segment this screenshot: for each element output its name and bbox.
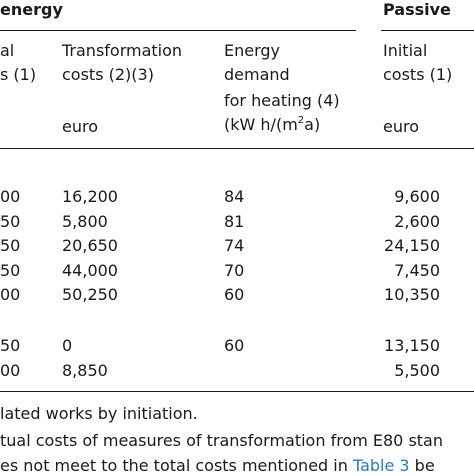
footnote-2: tual costs of measures of transformation… bbox=[0, 431, 443, 450]
cell-energy-demand: 81 bbox=[224, 212, 245, 231]
cell-initial-costs-1: 50 bbox=[0, 336, 21, 355]
cell-initial-costs-2: 5,500 bbox=[394, 361, 440, 380]
col-unit-energy-demand: (kW h/(m2a) bbox=[224, 114, 321, 134]
cell-initial-costs-1: 00 bbox=[0, 361, 21, 380]
cell-energy-demand: 60 bbox=[224, 285, 245, 304]
cell-transformation-costs: 16,200 bbox=[62, 187, 118, 206]
cell-energy-demand: 60 bbox=[224, 336, 245, 355]
col-unit-initial-costs-2: euro bbox=[383, 117, 419, 136]
table-bottom-rule bbox=[0, 391, 474, 392]
cell-transformation-costs: 0 bbox=[62, 336, 73, 355]
cell-initial-costs-2: 13,150 bbox=[384, 336, 440, 355]
cell-energy-demand: 84 bbox=[224, 187, 245, 206]
cell-transformation-costs: 44,000 bbox=[62, 261, 118, 280]
table-3-link[interactable]: Table 3 bbox=[352, 456, 410, 475]
col-unit-transformation: euro bbox=[62, 117, 98, 136]
cell-transformation-costs: 20,650 bbox=[62, 236, 118, 255]
col-header-line: Initial bbox=[383, 41, 428, 60]
cell-initial-costs-2: 9,600 bbox=[394, 187, 440, 206]
cell-transformation-costs: 5,800 bbox=[62, 212, 108, 231]
cell-initial-costs-1: 00 bbox=[0, 285, 21, 304]
header-group-passive: Passive bbox=[383, 0, 451, 19]
cell-initial-costs-2: 10,350 bbox=[384, 285, 440, 304]
header-rule bbox=[0, 148, 474, 149]
group-rule-energy bbox=[0, 30, 356, 31]
cell-energy-demand: 74 bbox=[224, 236, 245, 255]
cell-initial-costs-1: 50 bbox=[0, 212, 21, 231]
col-header-line: costs (2)(3) bbox=[62, 65, 154, 84]
cell-initial-costs-2: 7,450 bbox=[394, 261, 440, 280]
cell-transformation-costs: 8,850 bbox=[62, 361, 108, 380]
col-header-line: for heating (4) bbox=[224, 91, 340, 110]
group-rule-passive bbox=[381, 30, 474, 31]
col-header-line: costs (1) bbox=[383, 65, 453, 84]
cell-energy-demand: 70 bbox=[224, 261, 245, 280]
col-header-line: Energy bbox=[224, 41, 281, 60]
footnote-1: lated works by initiation. bbox=[0, 404, 198, 423]
cell-initial-costs-2: 2,600 bbox=[394, 212, 440, 231]
footnote-3: es not meet to the total costs mentioned… bbox=[0, 456, 435, 475]
col-header-line: al bbox=[0, 41, 15, 60]
col-header-line: Transformation bbox=[62, 41, 183, 60]
col-header-line: demand bbox=[224, 65, 290, 84]
col-header-line: s (1) bbox=[0, 65, 37, 84]
cell-initial-costs-1: 50 bbox=[0, 236, 21, 255]
header-group-energy: energy bbox=[0, 0, 63, 19]
cell-initial-costs-1: 50 bbox=[0, 261, 21, 280]
cell-initial-costs-1: 00 bbox=[0, 187, 21, 206]
cell-initial-costs-2: 24,150 bbox=[384, 236, 440, 255]
cell-transformation-costs: 50,250 bbox=[62, 285, 118, 304]
